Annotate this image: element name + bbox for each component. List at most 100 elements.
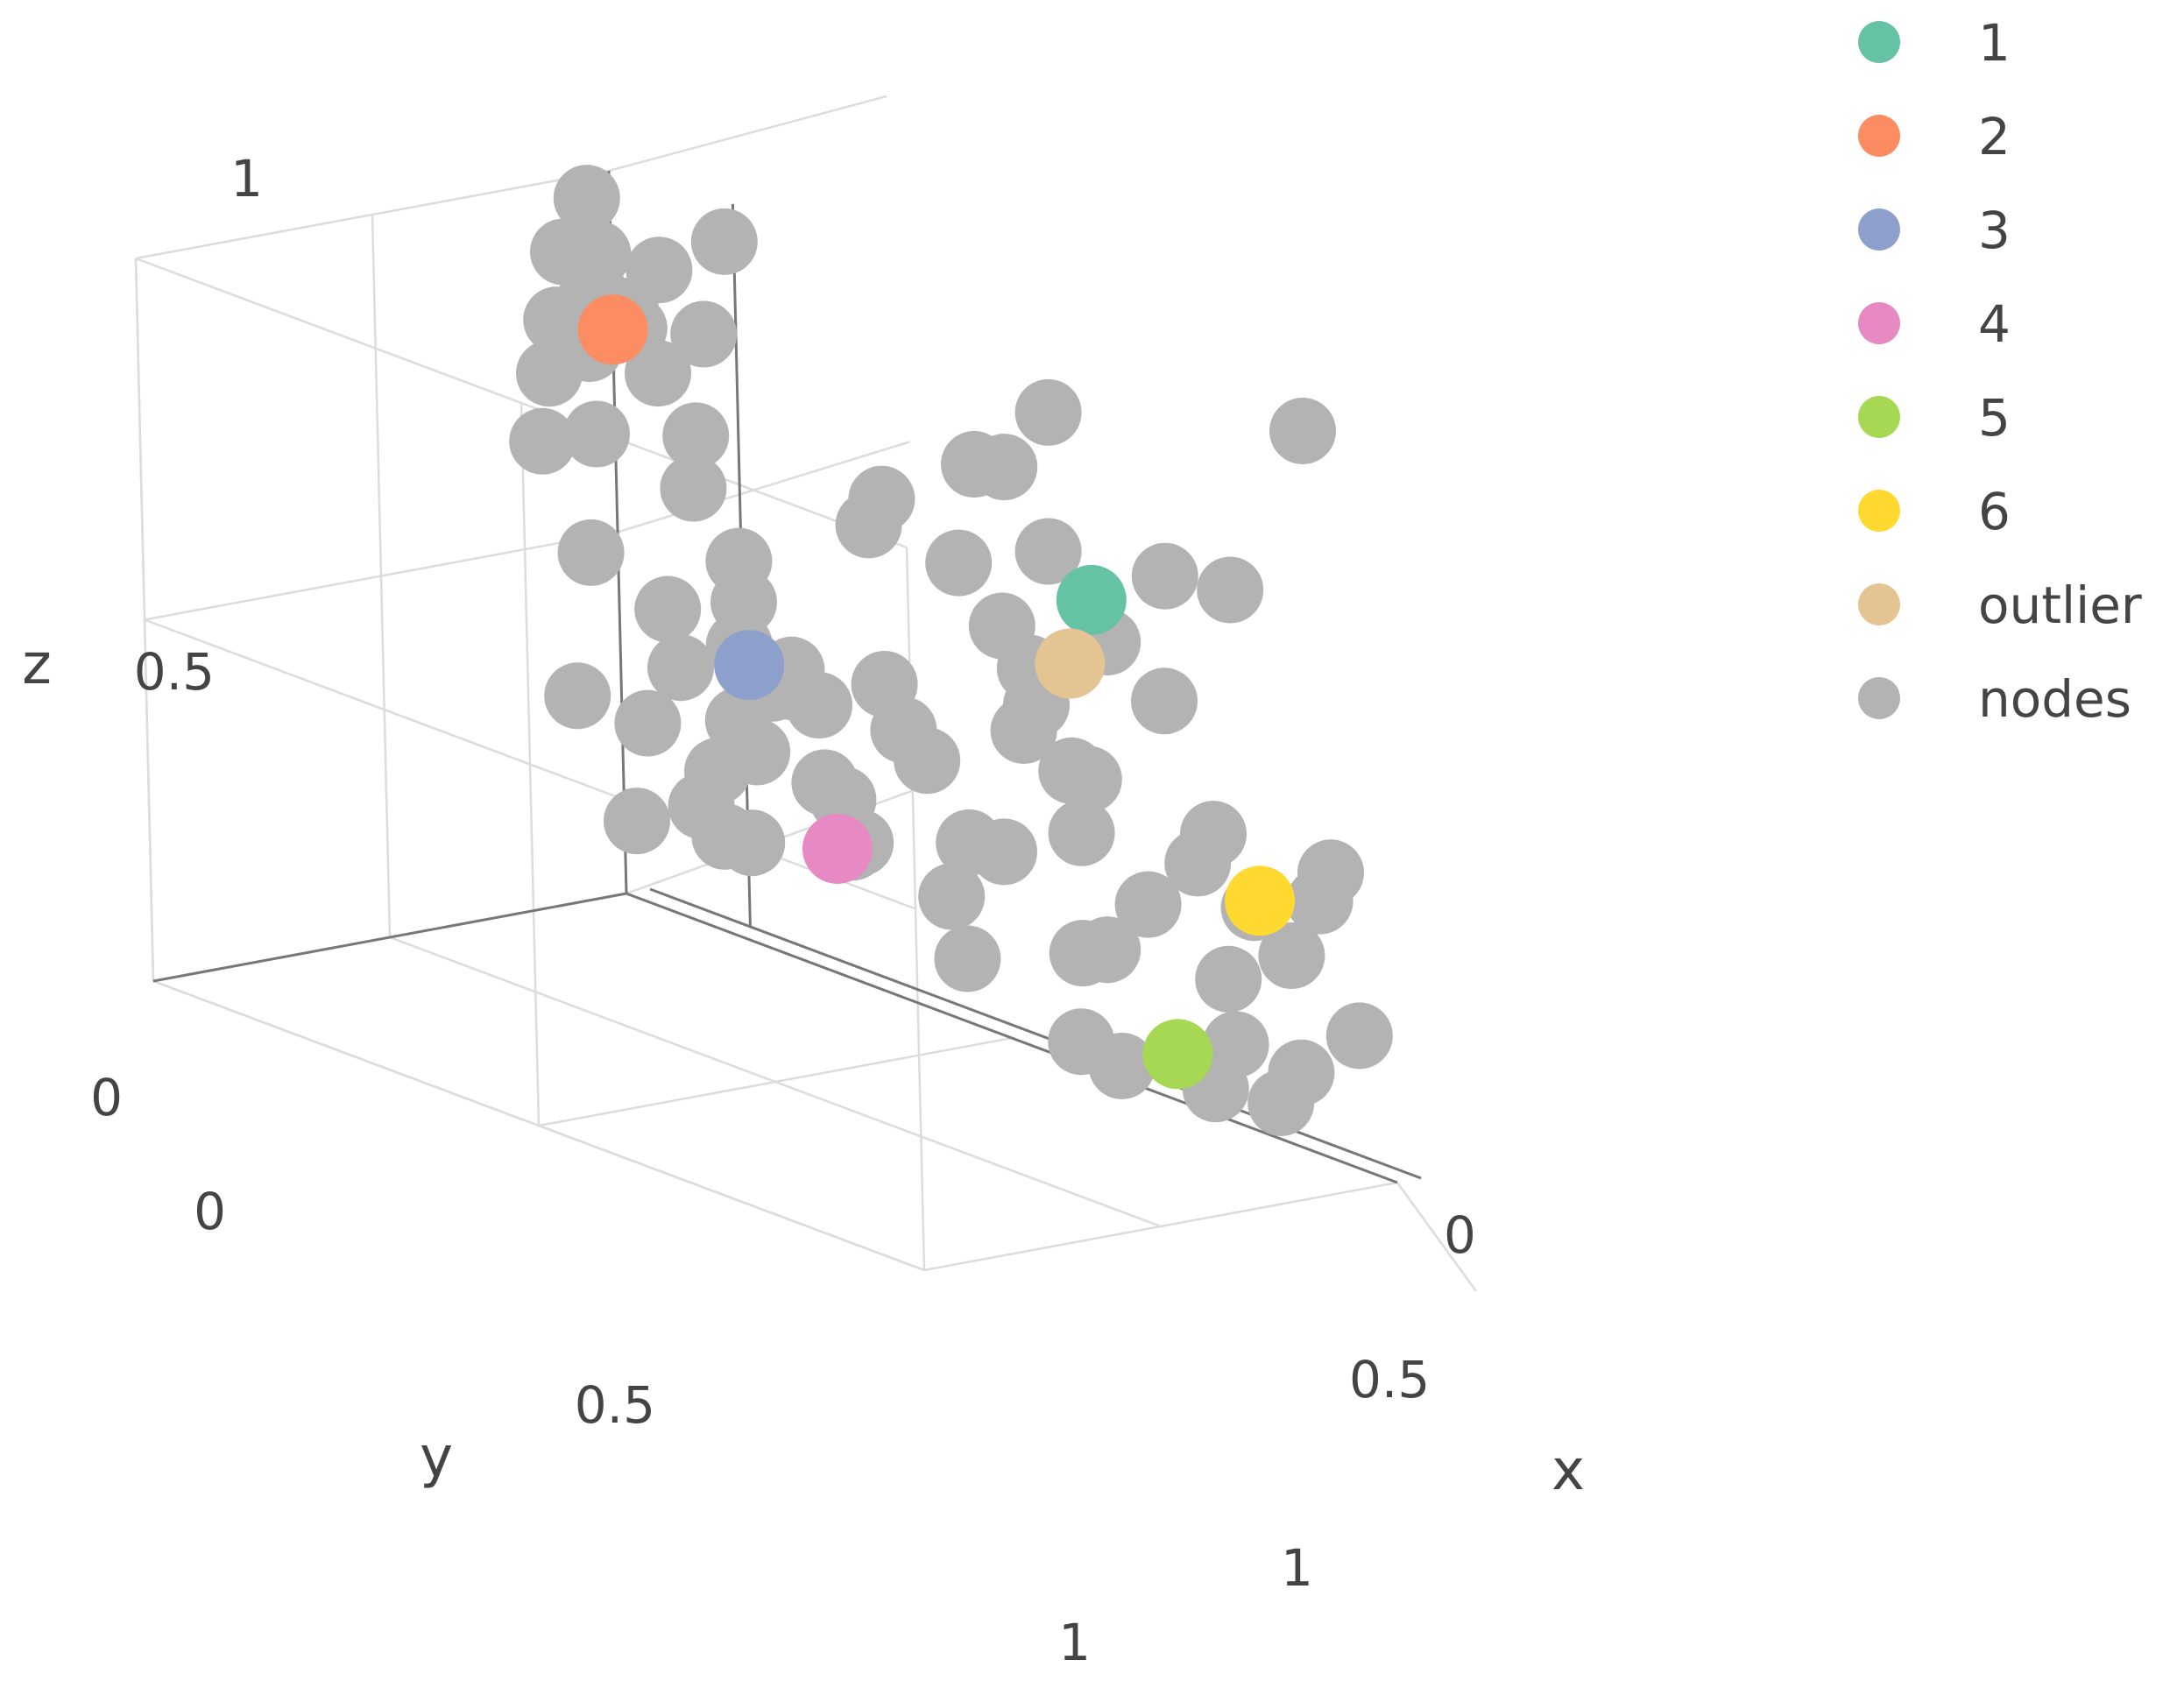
z-tick-0.5: 0.5 (134, 642, 215, 702)
point-node-10[interactable] (662, 402, 730, 470)
x-tick-0: 0 (1444, 1205, 1476, 1265)
legend-item-4[interactable]: 4 (1858, 294, 2011, 354)
legend[interactable]: 1 2 3 4 5 6 outlier nodes (1858, 13, 2142, 729)
legend-label: 4 (1978, 294, 2011, 354)
x-axis-line (626, 892, 1398, 1184)
gridline-xwall-z (135, 169, 610, 260)
data-points[interactable] (509, 165, 1393, 1136)
legend-marker (1858, 208, 1900, 251)
point-node-32[interactable] (791, 749, 859, 816)
gridline-floor-y (389, 936, 1162, 1228)
point-node-75[interactable] (1197, 556, 1264, 624)
point-node-28[interactable] (614, 689, 682, 757)
legend-item-2[interactable]: 2 (1858, 107, 2011, 166)
point-node-20[interactable] (634, 576, 702, 643)
legend-item-3[interactable]: 3 (1858, 201, 2011, 260)
y-tick-0: 0 (194, 1182, 226, 1241)
point-node-33[interactable] (544, 662, 611, 730)
legend-item-nodes[interactable]: nodes (1858, 669, 2131, 729)
gridline-floor-y (152, 979, 925, 1272)
legend-label: 1 (1978, 13, 2011, 73)
point-node-62[interactable] (1297, 839, 1364, 907)
legend-label: outlier (1978, 576, 2142, 635)
legend-label: 3 (1978, 201, 2011, 260)
point-node-70[interactable] (1325, 1002, 1393, 1070)
point-cluster-3[interactable] (714, 630, 785, 701)
point-node-69[interactable] (1268, 1039, 1335, 1106)
point-node-16[interactable] (509, 407, 576, 475)
point-node-79[interactable] (1269, 398, 1336, 464)
y-tick-1: 1 (1058, 1613, 1091, 1672)
point-node-39[interactable] (604, 788, 670, 855)
point-node-52[interactable] (918, 863, 986, 930)
point-node-0[interactable] (553, 165, 620, 232)
legend-item-1[interactable]: 1 (1858, 13, 2011, 73)
x-tick-guide-1 (1396, 1182, 1478, 1292)
gridline-floor-x (923, 1181, 1398, 1272)
legend-item-6[interactable]: 6 (1858, 482, 2011, 541)
point-node-44[interactable] (851, 651, 918, 717)
point-node-53[interactable] (934, 925, 1001, 992)
point-cluster-outlier[interactable] (1035, 628, 1106, 699)
legend-item-outlier[interactable]: outlier (1858, 576, 2142, 635)
legend-label: 2 (1978, 107, 2011, 166)
legend-item-5[interactable]: 5 (1858, 388, 2011, 448)
point-node-58[interactable] (1180, 801, 1247, 868)
point-node-18[interactable] (557, 519, 625, 586)
point-node-65[interactable] (1088, 1032, 1156, 1099)
legend-label: 6 (1978, 482, 2011, 541)
z-tick-guide-0.5 (617, 441, 911, 533)
z-axis-title: z (22, 632, 52, 697)
point-node-51[interactable] (1038, 737, 1106, 804)
point-node-82[interactable] (925, 529, 993, 597)
legend-marker (1858, 21, 1900, 63)
z-tick-guide-1 (608, 95, 887, 173)
point-node-83[interactable] (835, 491, 902, 559)
legend-marker (1858, 583, 1900, 625)
legend-marker (1858, 677, 1900, 719)
point-node-12[interactable] (564, 220, 632, 287)
point-node-47[interactable] (990, 697, 1057, 764)
gridline-xwall-y (134, 258, 155, 982)
point-node-73[interactable] (1131, 667, 1198, 735)
gridline-ywall-z (135, 257, 908, 549)
point-node-78[interactable] (1014, 378, 1082, 446)
y-tick-0.5: 0.5 (575, 1375, 655, 1435)
point-cluster-1[interactable] (1056, 564, 1127, 635)
x-tick-1: 1 (1281, 1538, 1313, 1598)
point-cluster-6[interactable] (1225, 865, 1295, 936)
z-tick-0: 0 (90, 1068, 123, 1127)
point-node-84[interactable] (690, 208, 758, 275)
legend-marker (1858, 302, 1900, 344)
point-node-43[interactable] (786, 672, 852, 739)
point-node-50[interactable] (971, 818, 1037, 886)
point-node-81[interactable] (941, 431, 1007, 498)
gridline-xwall-z (144, 531, 618, 621)
y-axis-title: y (420, 1425, 453, 1490)
point-cluster-2[interactable] (577, 294, 648, 365)
point-node-11[interactable] (563, 400, 630, 468)
legend-marker (1858, 396, 1900, 438)
point-node-49[interactable] (1048, 799, 1115, 866)
x-axis-title: x (1551, 1438, 1585, 1503)
point-node-15[interactable] (660, 455, 727, 522)
z-tick-1: 1 (230, 149, 263, 208)
legend-marker (1858, 490, 1900, 532)
point-node-76[interactable] (1014, 518, 1082, 585)
gridline-ywall-z (144, 618, 916, 910)
point-node-60[interactable] (1258, 922, 1325, 989)
point-node-74[interactable] (1131, 542, 1198, 610)
point-node-56[interactable] (1074, 916, 1141, 984)
legend-label: nodes (1978, 669, 2131, 729)
x-tick-0.5: 0.5 (1349, 1350, 1430, 1409)
point-node-67[interactable] (1202, 1011, 1269, 1078)
point-node-8[interactable] (670, 300, 738, 368)
point-node-55[interactable] (1114, 871, 1182, 938)
point-node-23[interactable] (647, 634, 714, 702)
point-cluster-4[interactable] (802, 813, 873, 884)
point-node-36[interactable] (691, 802, 759, 870)
point-cluster-5[interactable] (1142, 1019, 1213, 1090)
tick-labels: 1 0.5 0 0 0.5 1 0 0.5 1 z y x (22, 149, 1585, 1672)
point-node-63[interactable] (1195, 945, 1262, 1013)
